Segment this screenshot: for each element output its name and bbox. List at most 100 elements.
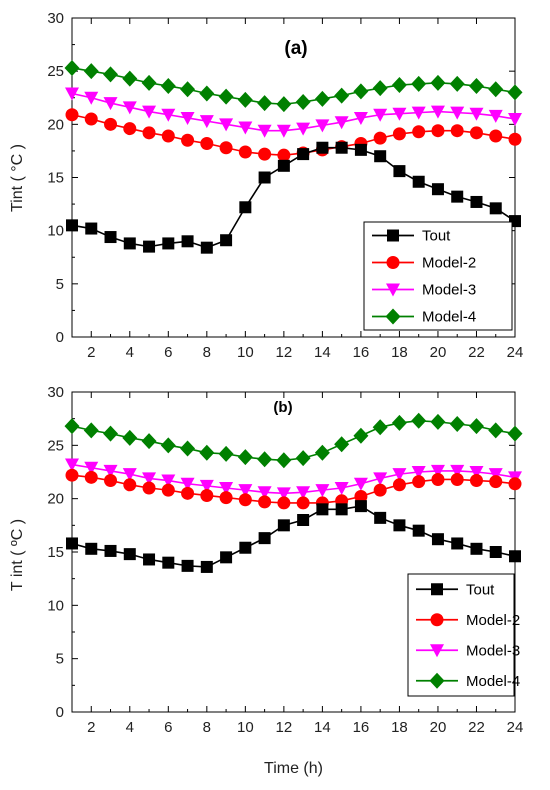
- data-point: [295, 94, 311, 111]
- data-point: [430, 74, 446, 91]
- data-point: [353, 477, 368, 491]
- y-tick-label: 5: [56, 651, 64, 668]
- data-point: [64, 418, 80, 435]
- legend-box: [407, 573, 515, 697]
- legend-marker: [429, 672, 445, 689]
- data-point: [162, 556, 175, 569]
- data-point: [219, 491, 233, 505]
- data-point: [469, 126, 483, 140]
- data-point: [470, 542, 483, 555]
- y-tick-label: 20: [47, 116, 64, 133]
- data-point: [65, 468, 79, 482]
- data-point: [66, 219, 78, 232]
- series-tout: [66, 141, 521, 254]
- data-point: [257, 451, 273, 468]
- data-point: [84, 461, 99, 475]
- data-point: [238, 484, 253, 498]
- data-point: [276, 452, 292, 469]
- data-point: [373, 483, 387, 497]
- data-point: [412, 175, 425, 188]
- data-point: [373, 472, 388, 486]
- y-tick-label: 30: [47, 384, 64, 401]
- data-point: [143, 553, 156, 566]
- y-axis-title: T int ( ºC ): [9, 519, 26, 591]
- data-point: [257, 95, 273, 112]
- data-point: [508, 113, 522, 127]
- series-model-4: [64, 59, 523, 113]
- data-point: [104, 117, 118, 131]
- x-tick-label: 2: [87, 344, 95, 361]
- data-point: [468, 78, 484, 95]
- data-point: [412, 125, 426, 139]
- data-point: [258, 171, 271, 184]
- data-point: [64, 59, 80, 76]
- y-tick-label: 5: [56, 276, 64, 293]
- y-tick-label: 15: [47, 170, 64, 187]
- x-tick-label: 12: [276, 719, 293, 736]
- y-tick-label: 20: [47, 491, 64, 508]
- data-point: [123, 478, 137, 492]
- data-point: [276, 124, 291, 138]
- x-tick-label: 18: [391, 719, 408, 736]
- data-point: [84, 470, 98, 484]
- data-point: [161, 129, 175, 143]
- data-point: [393, 519, 406, 532]
- data-point: [489, 202, 502, 215]
- data-point: [219, 118, 234, 132]
- data-point: [412, 475, 426, 489]
- data-point: [431, 124, 445, 138]
- data-point: [162, 237, 175, 250]
- y-tick-label: 0: [56, 704, 64, 721]
- data-point: [161, 474, 176, 488]
- series-model-3: [65, 458, 522, 501]
- data-point: [85, 222, 98, 235]
- data-point: [335, 503, 348, 516]
- panel-label: (b): [273, 399, 292, 416]
- data-point: [239, 201, 252, 214]
- data-point: [316, 141, 329, 154]
- legend-marker: [430, 644, 444, 658]
- data-point: [123, 122, 137, 136]
- data-point: [239, 541, 252, 554]
- data-point: [277, 148, 291, 162]
- x-tick-label: 22: [468, 719, 485, 736]
- legend: Tout Model-2 Model-3 Model-4: [407, 573, 520, 697]
- data-point: [488, 109, 503, 123]
- data-point: [238, 493, 252, 507]
- data-point: [449, 416, 465, 432]
- data-point: [353, 427, 369, 444]
- data-point: [103, 97, 118, 111]
- y-tick-label: 10: [47, 597, 64, 614]
- data-point: [431, 472, 445, 486]
- x-tick-label: 4: [126, 344, 134, 361]
- data-point: [334, 87, 350, 104]
- data-point: [122, 429, 138, 446]
- legend-marker: [385, 308, 401, 325]
- legend-item: Model-2: [416, 612, 520, 629]
- data-point: [258, 532, 271, 545]
- series-model-2: [65, 468, 522, 510]
- data-point: [220, 234, 233, 247]
- y-tick-label: 10: [47, 223, 64, 240]
- data-point: [393, 165, 406, 178]
- data-point: [374, 150, 387, 163]
- x-tick-label: 14: [314, 719, 331, 736]
- data-point: [237, 91, 253, 108]
- data-point: [296, 496, 310, 510]
- data-point: [180, 440, 196, 457]
- data-point: [142, 126, 156, 140]
- data-point: [489, 129, 503, 143]
- data-point: [297, 514, 310, 526]
- data-point: [238, 145, 252, 159]
- data-point: [508, 132, 522, 146]
- data-point: [65, 87, 79, 101]
- data-point: [450, 106, 465, 120]
- data-point: [199, 115, 214, 129]
- data-point: [449, 75, 465, 92]
- data-point: [65, 108, 79, 122]
- data-point: [143, 240, 156, 253]
- data-point: [354, 143, 367, 156]
- data-point: [373, 108, 388, 122]
- data-point: [392, 478, 406, 492]
